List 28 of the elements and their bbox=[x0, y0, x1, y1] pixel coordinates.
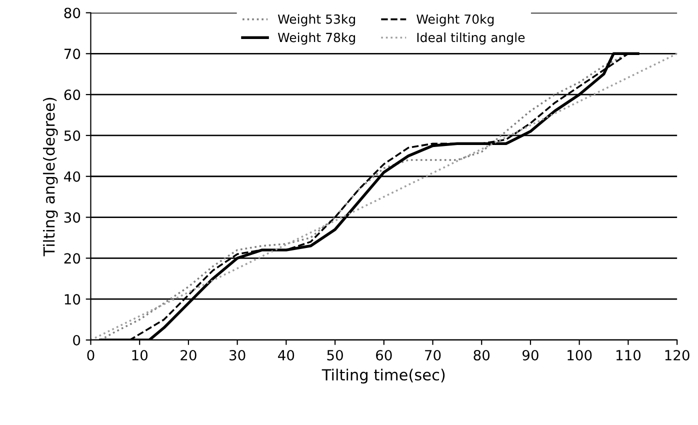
x-tick-label: 100 bbox=[568, 350, 592, 360]
x-tick-label: 60 bbox=[376, 350, 392, 360]
y-axis-title: Tilting angle(degree) bbox=[43, 98, 58, 256]
x-tick-label: 40 bbox=[278, 350, 294, 360]
x-tick-label: 90 bbox=[522, 350, 538, 360]
y-tick-label: 40 bbox=[64, 171, 80, 182]
legend-label: Weight 53kg bbox=[278, 14, 355, 26]
legend-label: Weight 78kg bbox=[278, 32, 355, 45]
y-tick-label: 80 bbox=[64, 8, 80, 18]
x-tick-label: 10 bbox=[132, 350, 148, 360]
y-tick-label: 10 bbox=[64, 294, 80, 305]
x-tick-label: 20 bbox=[180, 350, 196, 360]
x-tick-label: 30 bbox=[230, 350, 246, 360]
x-tick-label: 50 bbox=[327, 350, 343, 360]
x-axis-title: Tilting time(sec) bbox=[322, 368, 445, 384]
y-tick-label: 70 bbox=[64, 48, 80, 60]
x-tick-label: 70 bbox=[425, 350, 441, 360]
legend-label: Ideal tilting angle bbox=[417, 32, 525, 45]
y-tick-label: 50 bbox=[64, 130, 80, 141]
legend-label: Weight 70kg bbox=[416, 14, 494, 26]
x-tick-label: 120 bbox=[665, 350, 690, 360]
y-tick-label: 20 bbox=[64, 253, 80, 264]
y-tick-label: 30 bbox=[64, 212, 80, 223]
y-tick-label: 0 bbox=[73, 334, 80, 346]
x-tick-label: 0 bbox=[87, 350, 94, 360]
x-tick-label: 80 bbox=[474, 350, 490, 360]
x-tick-label: 110 bbox=[616, 350, 641, 360]
y-tick-label: 60 bbox=[64, 90, 80, 100]
